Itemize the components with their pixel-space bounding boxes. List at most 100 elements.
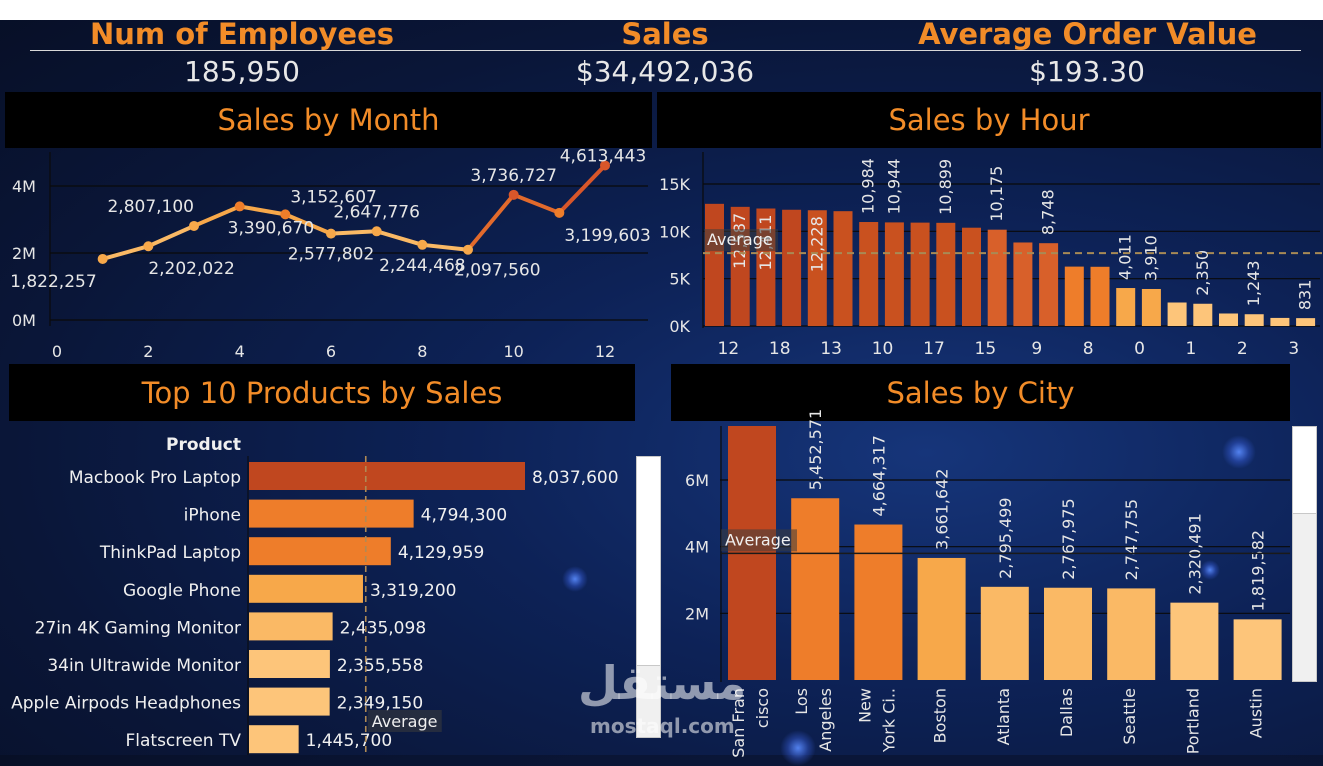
- month-x-tick: 10: [503, 342, 523, 361]
- background-glow: [1222, 435, 1256, 469]
- hour-bar: [807, 210, 827, 326]
- month-point: [371, 226, 382, 237]
- month-point: [417, 239, 428, 250]
- month-point: [508, 189, 519, 200]
- city-x-tick: Austin: [1247, 688, 1266, 738]
- hour-bar: [936, 222, 956, 326]
- products-axis-header: Product: [166, 435, 241, 455]
- city-bar: [917, 557, 966, 680]
- hour-bar: [962, 227, 981, 326]
- city-data-label: 1,819,582: [1249, 530, 1268, 611]
- city-x-tick: Seattle: [1120, 688, 1139, 745]
- hour-bar: [782, 209, 802, 326]
- hour-bar: [884, 222, 904, 326]
- city-x-tick: cisco: [753, 688, 772, 728]
- hour-x-tick: 2: [1237, 339, 1248, 359]
- product-data-label: 4,129,959: [398, 543, 485, 563]
- hour-x-tick: 17: [923, 339, 945, 359]
- hour-y-tick: 10K: [659, 222, 690, 241]
- product-data-label: 2,435,098: [340, 618, 427, 638]
- city-x-tick: Angeles: [816, 688, 835, 752]
- product-bar: [249, 537, 391, 566]
- hour-y-tick: 15K: [659, 175, 690, 194]
- city-bar: [854, 524, 903, 680]
- month-line-segment: [100, 244, 151, 261]
- product-data-label: 8,037,600: [532, 468, 619, 488]
- product-label: 27in 4K Gaming Monitor: [35, 618, 241, 638]
- city-x-tick: San Fran: [729, 688, 748, 758]
- month-data-label: 4,613,443: [560, 146, 647, 166]
- month-point: [554, 207, 565, 218]
- products-average-label: Average: [372, 712, 438, 731]
- month-line-segment: [329, 229, 379, 236]
- city-scrollbar-thumb[interactable]: [1292, 426, 1317, 514]
- product-label: Google Phone: [123, 581, 241, 601]
- product-bar: [249, 499, 414, 528]
- kpi-title-aov: Average Order Value: [918, 17, 1257, 51]
- products-average-label-bg: [367, 710, 442, 732]
- month-point: [463, 244, 473, 255]
- month-data-label: 2,807,100: [107, 197, 194, 217]
- month-data-label: 2,647,776: [333, 202, 420, 222]
- city-data-label: 3,661,642: [933, 469, 952, 550]
- hour-data-label: 8,748: [1039, 189, 1058, 235]
- hour-data-label: 831: [1296, 280, 1315, 311]
- kpi-value-aov: $193.30: [1029, 55, 1145, 88]
- hour-average-label: Average: [707, 230, 773, 249]
- hour-bar: [1116, 288, 1136, 326]
- month-line-segment: [283, 212, 333, 236]
- month-point: [234, 201, 245, 212]
- product-bar: [249, 650, 330, 678]
- month-line-segment: [374, 229, 425, 247]
- month-x-tick: 12: [595, 342, 615, 361]
- city-x-tick: Atlanta: [994, 688, 1013, 745]
- city-bar: [1107, 588, 1156, 680]
- city-y-tick: 2M: [685, 604, 709, 623]
- product-bar: [249, 687, 330, 716]
- hour-bar: [833, 211, 853, 326]
- month-data-label: 2,244,468: [379, 256, 466, 276]
- kpi-title-sales: Sales: [621, 17, 709, 51]
- month-line-segment: [511, 192, 562, 215]
- background-glow: [562, 566, 588, 592]
- hour-x-tick: 10: [872, 339, 894, 359]
- hour-data-label: 10,984: [859, 158, 878, 214]
- hour-data-label: 2,350: [1193, 250, 1212, 296]
- month-y-tick: 4M: [12, 177, 36, 196]
- product-data-label: 4,794,300: [421, 506, 508, 526]
- hour-data-label: 3,910: [1141, 235, 1160, 281]
- hour-bar: [1219, 313, 1238, 326]
- month-data-label: 3,736,727: [470, 166, 557, 186]
- product-data-label: 2,355,558: [337, 656, 424, 676]
- month-line-segment: [557, 163, 607, 215]
- top-white-strip: [0, 0, 1323, 20]
- hour-x-tick: 8: [1083, 339, 1094, 359]
- top-products-title: Top 10 Products by Sales: [9, 364, 635, 421]
- hour-bar: [1064, 266, 1084, 326]
- month-line-segment: [237, 204, 288, 217]
- month-point: [280, 209, 291, 220]
- month-y-tick: 2M: [12, 244, 36, 263]
- city-data-label: 2,767,975: [1059, 498, 1078, 579]
- sales-by-hour-title: Sales by Hour: [657, 92, 1321, 148]
- product-data-label: 1,445,700: [306, 731, 393, 751]
- hour-x-tick: 9: [1031, 339, 1042, 359]
- product-label: ThinkPad Laptop: [99, 543, 241, 563]
- product-label: Flatscreen TV: [125, 731, 241, 751]
- sales-by-city-title: Sales by City: [671, 364, 1290, 421]
- month-x-tick: 6: [326, 342, 336, 361]
- kpi-divider: [30, 50, 1301, 51]
- month-y-tick: 0M: [12, 311, 36, 330]
- hour-y-tick: 0K: [669, 317, 690, 336]
- hour-y-tick: 5K: [669, 270, 690, 289]
- city-bar: [980, 586, 1029, 680]
- hour-x-tick: 1: [1186, 339, 1197, 359]
- month-data-label: 3,152,607: [290, 187, 377, 207]
- background-glow: [1200, 560, 1220, 580]
- month-x-tick: 4: [235, 342, 245, 361]
- products-scrollbar-thumb[interactable]: [636, 456, 661, 666]
- month-point: [97, 253, 108, 264]
- hour-bar: [1244, 314, 1264, 326]
